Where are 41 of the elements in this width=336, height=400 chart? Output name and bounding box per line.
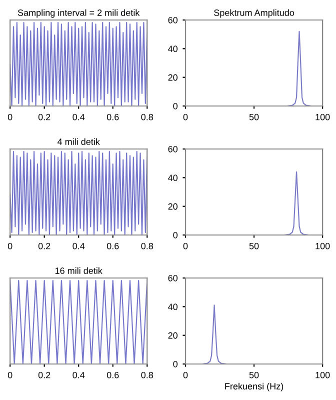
y-tick-label: 60 (168, 16, 178, 24)
x-tick-label: 0 (8, 372, 12, 378)
x-tick-label: 0.4 (72, 242, 85, 250)
x-tick-label: 0 (183, 242, 188, 250)
y-tick-label: 0 (173, 360, 178, 368)
x-tick-label: 0.8 (141, 114, 154, 120)
chart-title: Spektrum Amplitudo (214, 9, 294, 18)
y-tick-label: 20 (168, 203, 178, 210)
x-tick-label: 0.4 (72, 114, 85, 120)
x-tick-label: 0.6 (106, 242, 119, 250)
y-tick-label: 0 (173, 102, 178, 110)
x-tick-label: 0 (8, 242, 12, 250)
chart-title: Sampling interval = 2 mili detik (18, 9, 140, 18)
x-tick-label: 100 (316, 114, 330, 120)
x-tick-label: 0.4 (72, 372, 85, 378)
y-tick-label: 40 (168, 46, 178, 52)
x-tick-label: 0.6 (106, 372, 119, 378)
y-tick-label: 0 (173, 232, 178, 238)
y-tick-label: 40 (168, 174, 178, 182)
x-tick-label: 0 (183, 372, 188, 378)
x-tick-label: 0.6 (106, 114, 119, 120)
chart-title: 4 mili detik (57, 138, 100, 145)
x-tick-label: 100 (316, 242, 330, 250)
y-tick-label: 40 (168, 304, 178, 310)
x-tick-label: 0 (183, 114, 188, 120)
y-tick-label: 60 (168, 274, 178, 282)
y-tick-label: 20 (168, 74, 178, 81)
x-tick-label: 0.2 (38, 372, 50, 378)
x-tick-label: 0.2 (38, 242, 50, 250)
x-tick-label: 100 (316, 372, 330, 378)
y-tick-label: 60 (168, 146, 178, 152)
chart-title: 16 mili detik (55, 267, 102, 274)
x-tick-label: 50 (249, 372, 259, 378)
y-tick-label: 20 (168, 332, 178, 339)
x-tick-label: 50 (249, 242, 259, 250)
x-tick-label: 0.8 (141, 242, 154, 250)
x-tick-label: 0.8 (141, 372, 154, 378)
x-axis-title: Frekuensi (Hz) (225, 382, 284, 392)
x-tick-label: 0 (8, 114, 12, 120)
x-tick-label: 50 (249, 114, 259, 120)
x-tick-label: 0.2 (38, 114, 50, 120)
